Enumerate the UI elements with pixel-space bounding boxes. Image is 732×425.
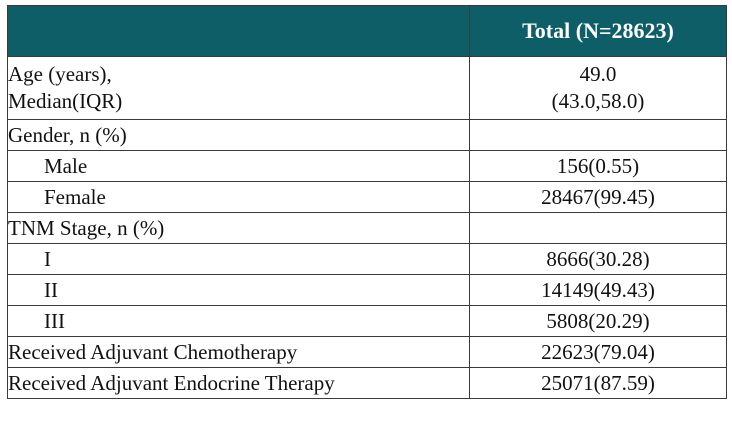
table-row-gender-heading: Gender, n (%) <box>7 119 727 151</box>
table-header: Total (N=28623) <box>7 5 727 57</box>
baseline-characteristics-table: Total (N=28623) Age (years), Median(IQR)… <box>7 5 727 399</box>
table-row-chemotherapy: Received Adjuvant Chemotherapy 22623(79.… <box>7 336 727 368</box>
row-value <box>469 119 727 151</box>
row-label: TNM Stage, n (%) <box>7 212 470 244</box>
table-row-tnm-heading: TNM Stage, n (%) <box>7 212 727 244</box>
row-value: 14149(49.43) <box>469 274 727 306</box>
row-label: Age (years), Median(IQR) <box>7 56 470 120</box>
row-label-line1: Age (years), <box>8 62 112 86</box>
table-row-stage-i: I 8666(30.28) <box>7 243 727 275</box>
row-label: I <box>7 243 470 275</box>
row-value: 49.0 (43.0,58.0) <box>469 56 727 120</box>
header-cell-total: Total (N=28623) <box>469 5 727 57</box>
row-label: Received Adjuvant Endocrine Therapy <box>7 367 470 399</box>
row-value: 22623(79.04) <box>469 336 727 368</box>
row-value-line2: (43.0,58.0) <box>551 89 645 113</box>
table-row-age: Age (years), Median(IQR) 49.0 (43.0,58.0… <box>7 56 727 120</box>
row-value: 5808(20.29) <box>469 305 727 337</box>
header-cell-characteristic <box>7 5 470 57</box>
row-label: II <box>7 274 470 306</box>
row-value <box>469 212 727 244</box>
row-label-line2: Median(IQR) <box>8 89 123 113</box>
table-row-stage-iii: III 5808(20.29) <box>7 305 727 337</box>
table-row-female: Female 28467(99.45) <box>7 181 727 213</box>
row-label: Received Adjuvant Chemotherapy <box>7 336 470 368</box>
table-row-stage-ii: II 14149(49.43) <box>7 274 727 306</box>
table-row-endocrine-therapy: Received Adjuvant Endocrine Therapy 2507… <box>7 367 727 399</box>
row-value: 28467(99.45) <box>469 181 727 213</box>
row-label: Female <box>7 181 470 213</box>
row-value-line1: 49.0 <box>579 62 617 86</box>
row-value: 156(0.55) <box>469 150 727 182</box>
row-value: 8666(30.28) <box>469 243 727 275</box>
row-label: Male <box>7 150 470 182</box>
table-row-male: Male 156(0.55) <box>7 150 727 182</box>
row-label: Gender, n (%) <box>7 119 470 151</box>
row-label: III <box>7 305 470 337</box>
table-body: Age (years), Median(IQR) 49.0 (43.0,58.0… <box>7 56 727 399</box>
header-row: Total (N=28623) <box>7 5 727 57</box>
row-value: 25071(87.59) <box>469 367 727 399</box>
